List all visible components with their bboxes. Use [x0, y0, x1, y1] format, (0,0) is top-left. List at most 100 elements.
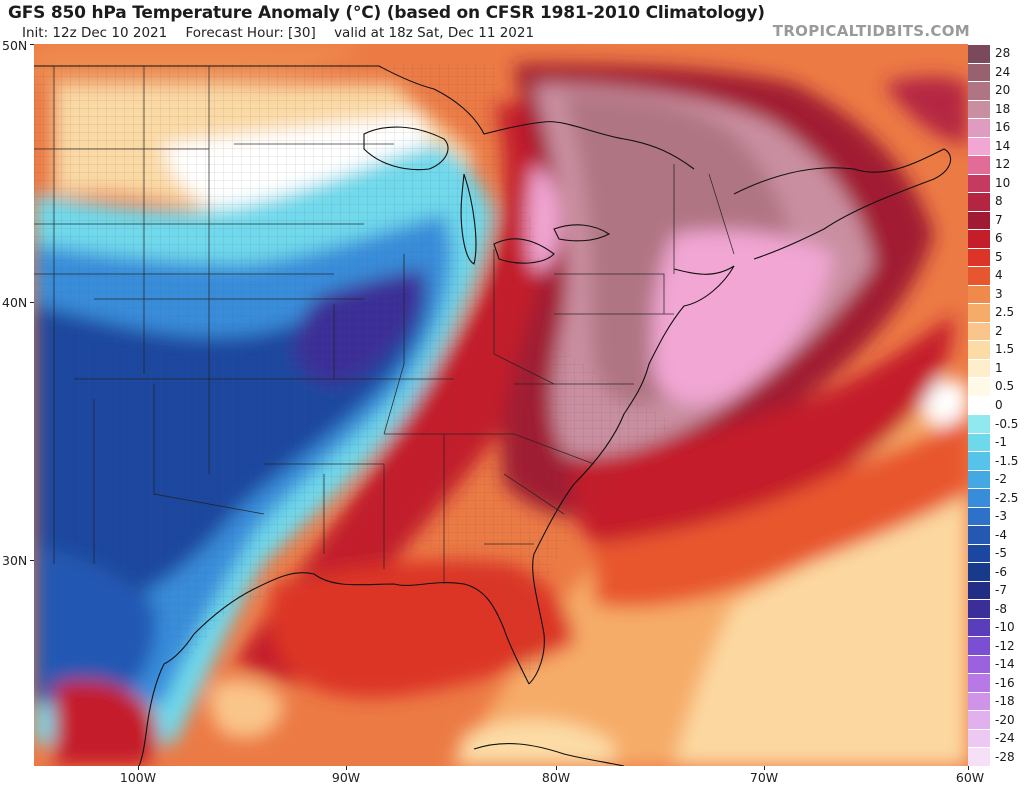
- colorbar-level: 3: [968, 284, 1024, 304]
- colorbar-swatch: [968, 322, 990, 341]
- colorbar-label: -4: [995, 527, 1007, 542]
- init-time: Init: 12z Dec 10 2021: [22, 25, 168, 41]
- field-yellow-south: [454, 720, 614, 766]
- colorbar-swatch: [968, 618, 990, 637]
- state-line: [264, 463, 385, 569]
- state-lines: [34, 66, 735, 584]
- state-line: [383, 254, 405, 435]
- colorbar-swatch: [968, 100, 990, 119]
- colorbar-label: 20: [995, 83, 1011, 98]
- colorbar-label: 12: [995, 157, 1011, 172]
- colorbar-label: 3: [995, 286, 1003, 301]
- colorbar-level: 1: [968, 358, 1024, 378]
- anomaly-map[interactable]: [34, 44, 968, 766]
- lon-label-90w: 90W: [331, 770, 361, 785]
- colorbar-level: 24: [968, 62, 1024, 81]
- map-title: GFS 850 hPa Temperature Anomaly (°C) (ba…: [8, 3, 765, 23]
- colorbar-level: 2.5: [968, 303, 1024, 322]
- colorbar-level: 1.5: [968, 340, 1024, 359]
- colorbar-label: -10: [995, 620, 1015, 635]
- colorbar-level: -4: [968, 525, 1024, 544]
- colorbar-level: -14: [968, 654, 1024, 674]
- colorbar-level: -0.5: [968, 414, 1024, 433]
- colorbar-label: 0: [995, 397, 1003, 412]
- colorbar-level: 18: [968, 99, 1024, 119]
- colorbar-level: -8: [968, 599, 1024, 618]
- state-line: [708, 173, 735, 255]
- colorbar-swatch: [968, 637, 990, 655]
- colorbar-swatch: [968, 396, 990, 415]
- colorbar-level: -5: [968, 543, 1024, 563]
- colorbar-swatch: [968, 174, 990, 193]
- brand-watermark[interactable]: TROPICALTIDBITS.COM: [772, 22, 970, 40]
- colorbar-level: -7: [968, 580, 1024, 600]
- colorbar-level: 6: [968, 229, 1024, 248]
- colorbar-level: 5: [968, 247, 1024, 267]
- colorbar: 28 24 20 18 16 14 12 10 8 7 6 5 4 3 2.5 2 1.5 1 0.5 0 -0.5 -1…: [968, 44, 1024, 766]
- colorbar-label: 18: [995, 101, 1011, 116]
- colorbar-swatch: [968, 563, 990, 581]
- colorbar-swatch: [968, 489, 990, 507]
- colorbar-label: 5: [995, 249, 1003, 264]
- colorbar-label: -5: [995, 546, 1007, 561]
- colorbar-label: 4: [995, 268, 1003, 283]
- colorbar-swatch: [968, 304, 990, 322]
- lon-tick: [556, 766, 557, 770]
- colorbar-label: 2.5: [995, 305, 1015, 320]
- cuba-outline: [473, 743, 625, 766]
- field-pale-se: [674, 484, 968, 766]
- colorbar-swatch: [968, 63, 990, 81]
- colorbar-label: -16: [995, 675, 1015, 690]
- colorbar-label: -0.5: [995, 416, 1019, 431]
- boundaries: [34, 65, 952, 766]
- colorbar-swatch: [968, 674, 990, 692]
- colorbar-swatch: [968, 507, 990, 526]
- colorbar-swatch: [968, 452, 990, 470]
- colorbar-level: -3: [968, 506, 1024, 526]
- lon-label-80w: 80W: [541, 770, 571, 785]
- colorbar-label: -14: [995, 657, 1015, 672]
- colorbar-level: -2.5: [968, 488, 1024, 507]
- colorbar-swatch: [968, 156, 990, 174]
- colorbar-level: -18: [968, 691, 1024, 711]
- colorbar-swatch: [968, 230, 990, 248]
- colorbar-level: -10: [968, 617, 1024, 637]
- field-mexico-warm: [54, 680, 158, 766]
- colorbar-swatch: [968, 211, 990, 230]
- field-atlantic-orange: [594, 414, 968, 608]
- colorbar-label: -20: [995, 712, 1015, 727]
- colorbar-swatch: [968, 655, 990, 674]
- state-line: [493, 249, 555, 385]
- colorbar-swatch: [968, 526, 990, 544]
- colorbar-label: -1: [995, 435, 1007, 450]
- colorbar-label: -12: [995, 638, 1015, 653]
- colorbar-label: 7: [995, 212, 1003, 227]
- lat-tick: [30, 302, 35, 303]
- colorbar-level: 0: [968, 395, 1024, 415]
- colorbar-level: -1.5: [968, 451, 1024, 470]
- colorbar-level: 8: [968, 192, 1024, 211]
- field-yellow-ne: [884, 76, 968, 144]
- colorbar-level: 12: [968, 155, 1024, 174]
- colorbar-swatch: [968, 378, 990, 396]
- colorbar-label: 16: [995, 120, 1011, 135]
- lat-label-50n: 50N: [2, 38, 28, 53]
- county-texture: [34, 64, 674, 684]
- great-lakes-outline: [363, 126, 611, 265]
- mexico-coast: [138, 663, 165, 766]
- colorbar-swatch: [968, 581, 990, 600]
- lon-tick: [968, 766, 969, 770]
- lon-label-60w: 60W: [955, 770, 985, 785]
- forecast-hour: Forecast Hour: [30]: [185, 25, 316, 41]
- gulf-coast: [163, 572, 530, 685]
- colorbar-level: 10: [968, 173, 1024, 193]
- us-canada-border: [34, 65, 695, 170]
- valid-time: valid at 18z Sat, Dec 11 2021: [334, 25, 535, 41]
- colorbar-swatch: [968, 341, 990, 359]
- colorbar-swatch: [968, 359, 990, 378]
- colorbar-swatch: [968, 544, 990, 563]
- field-yellow-sw: [209, 680, 284, 738]
- colorbar-label: 14: [995, 138, 1011, 153]
- lon-label-70w: 70W: [749, 770, 779, 785]
- colorbar-label: 1: [995, 360, 1003, 375]
